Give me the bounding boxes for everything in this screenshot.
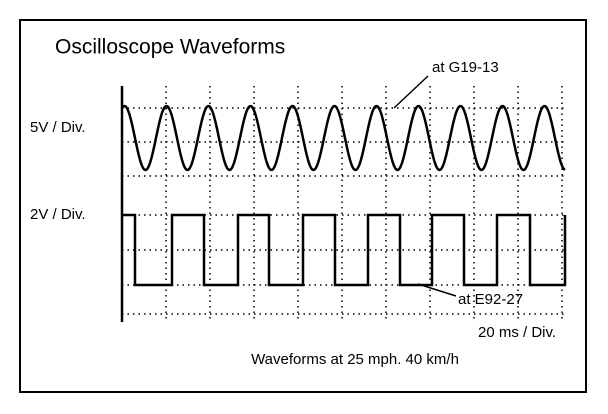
probe-label: at G19-13 bbox=[432, 59, 499, 76]
channel-scale: 5V / Div. bbox=[30, 119, 86, 136]
caption: Waveforms at 25 mph. 40 km/h bbox=[251, 351, 459, 368]
timebase: 20 ms / Div. bbox=[478, 324, 556, 341]
square-wave bbox=[122, 213, 567, 287]
pointer bbox=[393, 75, 429, 109]
title: Oscilloscope Waveforms bbox=[55, 36, 285, 59]
channel-scale: 2V / Div. bbox=[30, 206, 86, 223]
grid bbox=[122, 86, 566, 322]
pointer bbox=[417, 283, 457, 297]
sine-wave bbox=[120, 104, 566, 172]
frame bbox=[19, 19, 587, 393]
probe-label: at E92-27 bbox=[458, 291, 523, 308]
